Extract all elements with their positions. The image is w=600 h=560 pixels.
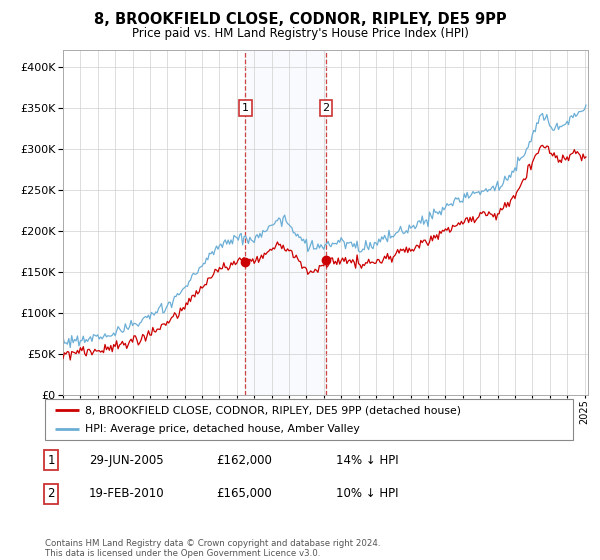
Text: 10% ↓ HPI: 10% ↓ HPI bbox=[336, 487, 398, 501]
Text: HPI: Average price, detached house, Amber Valley: HPI: Average price, detached house, Ambe… bbox=[85, 424, 359, 433]
Text: Contains HM Land Registry data © Crown copyright and database right 2024.
This d: Contains HM Land Registry data © Crown c… bbox=[45, 539, 380, 558]
Bar bbox=[245, 50, 326, 395]
Text: 1: 1 bbox=[242, 103, 249, 113]
Text: 8, BROOKFIELD CLOSE, CODNOR, RIPLEY, DE5 9PP: 8, BROOKFIELD CLOSE, CODNOR, RIPLEY, DE5… bbox=[94, 12, 506, 27]
Text: 14% ↓ HPI: 14% ↓ HPI bbox=[336, 454, 398, 467]
Text: 1: 1 bbox=[47, 454, 55, 467]
Text: 19-FEB-2010: 19-FEB-2010 bbox=[89, 487, 164, 501]
Text: 8, BROOKFIELD CLOSE, CODNOR, RIPLEY, DE5 9PP (detached house): 8, BROOKFIELD CLOSE, CODNOR, RIPLEY, DE5… bbox=[85, 405, 461, 415]
Text: £165,000: £165,000 bbox=[216, 487, 272, 501]
Text: £162,000: £162,000 bbox=[216, 454, 272, 467]
Text: 2: 2 bbox=[322, 103, 329, 113]
Text: Price paid vs. HM Land Registry's House Price Index (HPI): Price paid vs. HM Land Registry's House … bbox=[131, 27, 469, 40]
Text: 29-JUN-2005: 29-JUN-2005 bbox=[89, 454, 163, 467]
Text: 2: 2 bbox=[47, 487, 55, 501]
